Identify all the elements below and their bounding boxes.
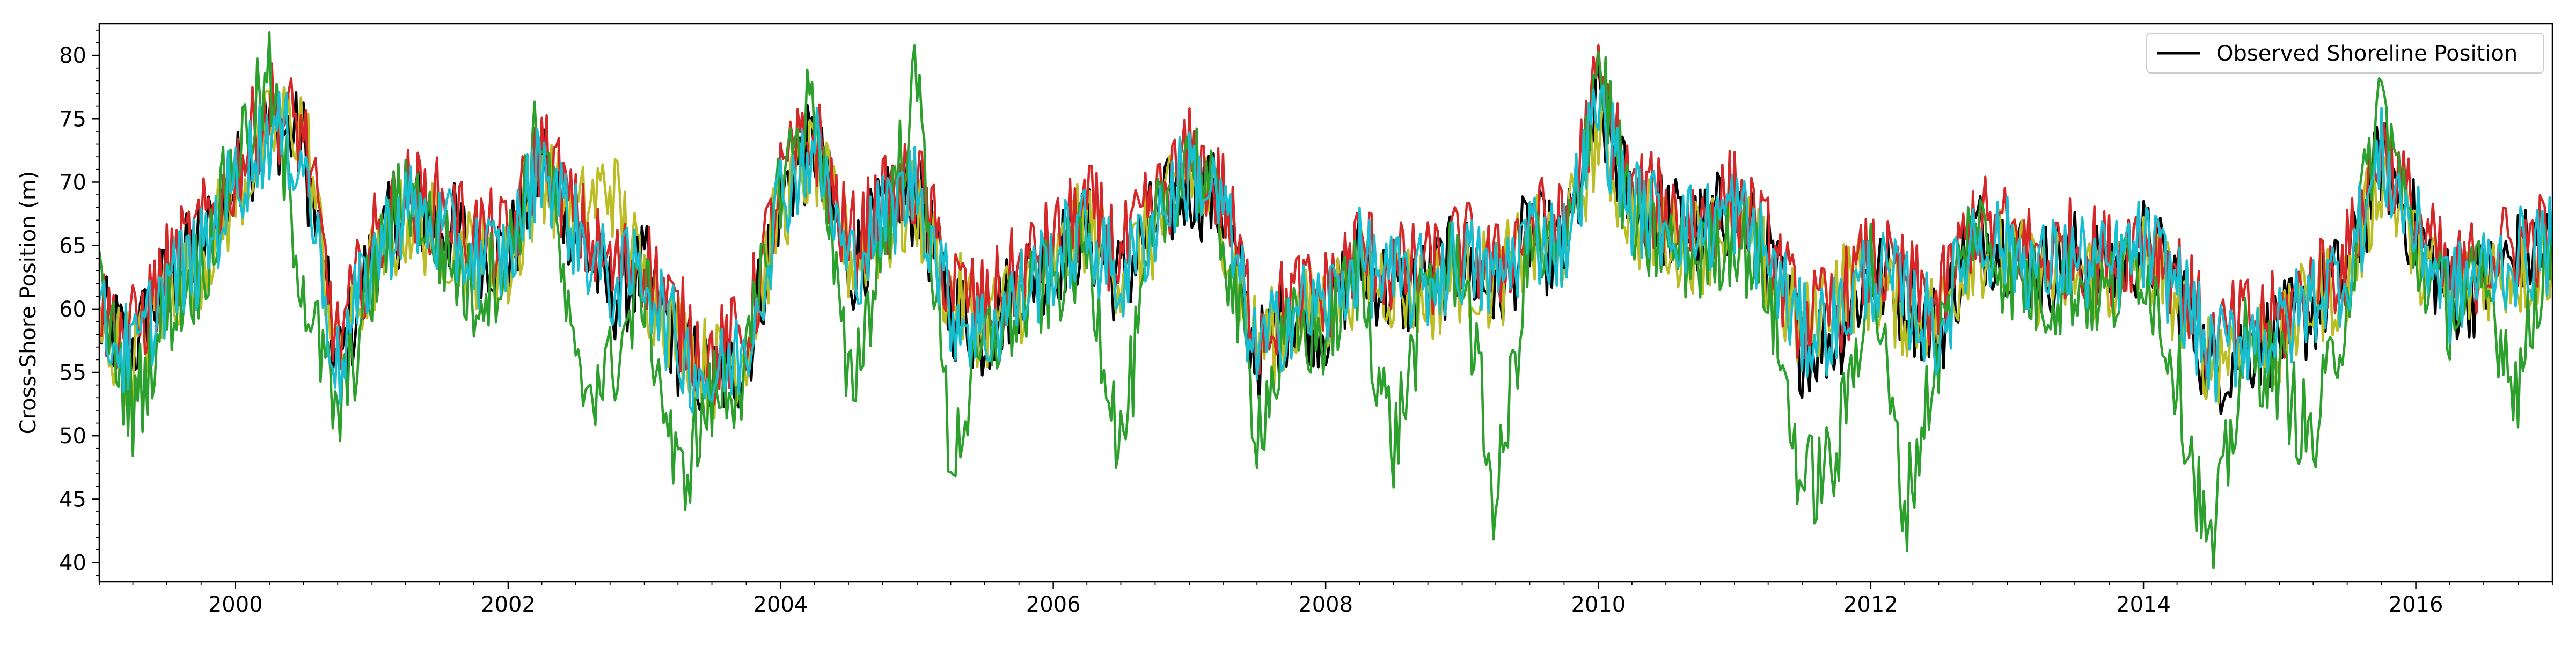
x-tick-label: 2008 (1298, 592, 1353, 617)
x-tick-label: 2004 (753, 592, 808, 617)
x-tick-label: 2000 (208, 592, 263, 617)
y-axis-label: Cross-Shore Position (m) (16, 171, 41, 435)
y-tick-label: 45 (59, 487, 86, 512)
y-tick-label: 70 (59, 170, 86, 195)
x-tick-label: 2006 (1026, 592, 1081, 617)
x-tick-label: 2016 (2389, 592, 2443, 617)
series-layer (99, 31, 2552, 570)
y-axis: 40 45 50 55 60 65 70 75 80 (59, 29, 99, 576)
plot-area (98, 23, 2553, 583)
series-line-4 (99, 84, 2552, 414)
legend-label: Observed Shoreline Position (2216, 41, 2518, 66)
legend: Observed Shoreline Position (2146, 33, 2544, 74)
legend-box (2146, 33, 2544, 74)
x-tick-label: 2010 (1571, 592, 1626, 617)
y-tick-label: 40 (59, 551, 86, 576)
y-tick-label: 60 (59, 297, 86, 322)
y-tick-label: 80 (59, 43, 86, 68)
x-tick-label: 2014 (2116, 592, 2171, 617)
y-tick-label: 65 (59, 234, 86, 259)
y-tick-label: 55 (59, 361, 86, 385)
y-tick-label: 50 (59, 424, 86, 449)
x-tick-label: 2002 (481, 592, 536, 617)
y-tick-label: 75 (59, 107, 86, 131)
x-axis: 2000 2002 2004 2006 2008 2010 2012 2014 2016 (99, 582, 2553, 617)
x-tick-label: 2012 (1843, 592, 1898, 617)
